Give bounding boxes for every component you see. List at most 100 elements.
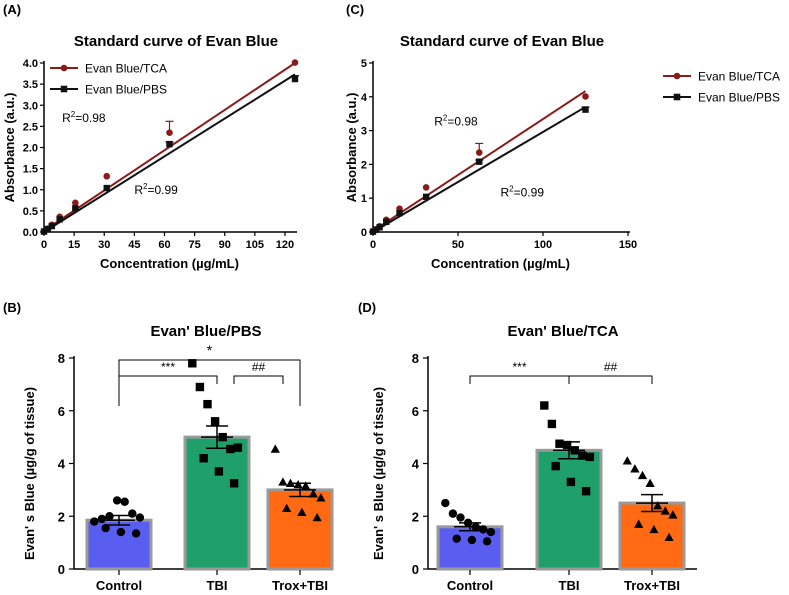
individual-point (441, 498, 450, 508)
x-tick-label: 120 (276, 239, 294, 251)
individual-point (660, 506, 670, 515)
r-squared-annotation: R2=0.99 (134, 182, 178, 197)
category-label: Control (96, 578, 142, 593)
significance-bracket (118, 359, 301, 406)
individual-point (448, 509, 458, 518)
individual-point (630, 464, 640, 473)
x-axis-label: Concentration (µg/mL) (100, 256, 239, 271)
y-tick-label: 2 (361, 159, 367, 171)
chart-title: Evan' Blue/PBS (150, 323, 261, 340)
individual-point (668, 510, 678, 519)
bar-panel-d: (D) Evan' Blue/TCA 0 2 4 6 8 Evan' s Blue (µg/g… (358, 300, 697, 593)
chart-title: Standard curve of Evan Blue (74, 33, 278, 50)
significance-label: *** (161, 360, 175, 374)
significance-bracket (233, 375, 284, 384)
chart-title: Evan' Blue/TCA (507, 323, 618, 340)
category-label: Trox+TBI (624, 578, 680, 593)
panel-label: (A) (3, 2, 21, 17)
legend-marker (60, 85, 68, 93)
y-axis-label: Evan' s Blue (µg/g of tissue) (22, 387, 37, 560)
individual-point (112, 496, 122, 505)
data-point (44, 225, 52, 233)
x-tick-label: 15 (68, 239, 80, 251)
y-tick-label: 4 (58, 457, 66, 472)
legend-marker (60, 64, 68, 72)
y-tick-label: 2.0 (23, 143, 38, 155)
x-tick-label: 75 (188, 239, 200, 251)
y-tick-label: 0.0 (23, 227, 38, 239)
significance-label: *** (512, 360, 526, 374)
x-tick-label: 150 (619, 239, 637, 251)
y-tick-label: 6 (58, 404, 65, 419)
individual-point (90, 517, 99, 526)
y-tick-label: 1.0 (23, 185, 38, 197)
y-tick-label: 0 (58, 562, 65, 577)
individual-point (645, 478, 655, 487)
y-tick-label: 4 (361, 92, 368, 104)
data-point (291, 59, 299, 66)
individual-point (312, 512, 322, 522)
y-tick-label: 5 (361, 58, 367, 70)
y-tick-label: 4.0 (23, 58, 38, 70)
fit-line (43, 73, 296, 233)
individual-point (316, 493, 326, 502)
data-point (369, 228, 377, 235)
bar-trox-tbi (618, 501, 686, 571)
data-point (291, 75, 299, 83)
y-tick-label: 8 (412, 351, 419, 366)
x-tick-label: 105 (246, 239, 264, 251)
y-tick-label: 8 (58, 351, 65, 366)
data-point (582, 93, 589, 100)
individual-point (131, 529, 141, 538)
bar-control (85, 518, 153, 571)
x-tick-label: 0 (41, 239, 47, 251)
data-point (582, 106, 589, 113)
y-tick-label: 4 (412, 457, 420, 472)
individual-point (456, 513, 465, 522)
x-tick-label: 0 (370, 239, 376, 251)
individual-point (308, 489, 318, 498)
significance-bracket (118, 375, 218, 384)
individual-point (128, 509, 137, 518)
individual-point (622, 456, 632, 465)
legend-marker (673, 72, 681, 80)
panel-label: (C) (346, 2, 364, 17)
r-squared-annotation: R2=0.98 (434, 114, 478, 129)
x-tick-label: 100 (534, 239, 552, 251)
individual-point (116, 527, 126, 537)
x-tick-label: 50 (452, 239, 464, 251)
y-axis-label: Absorbance (a.u.) (2, 93, 17, 203)
y-tick-label: 2 (412, 509, 419, 524)
individual-point (214, 467, 224, 476)
individual-point (301, 481, 311, 490)
series-pbs (369, 106, 590, 235)
y-tick-label: 2 (58, 509, 65, 524)
individual-point (467, 535, 477, 545)
y-axis-label: Absorbance (a.u.) (344, 93, 359, 203)
category-label: TBI (559, 578, 580, 593)
individual-point (581, 486, 591, 496)
individual-point (555, 439, 564, 448)
individual-point (282, 503, 292, 513)
individual-point (540, 401, 549, 410)
y-tick-label: 3 (361, 126, 367, 138)
individual-point (270, 444, 280, 453)
bar-tbi (183, 435, 251, 571)
legend-marker (673, 93, 681, 101)
data-point (475, 149, 483, 156)
category-label: TBI (207, 578, 228, 593)
y-tick-label: 1 (361, 193, 367, 205)
individual-point (203, 399, 212, 409)
individual-point (105, 512, 114, 521)
individual-point (233, 443, 243, 452)
legend-label: Evan Blue/PBS (698, 91, 780, 105)
data-point (476, 158, 483, 165)
legend-label: Evan Blue/TCA (698, 70, 780, 84)
individual-point (278, 477, 288, 486)
chart-title: Standard curve of Evan Blue (400, 33, 604, 50)
individual-point (551, 461, 560, 471)
individual-point (188, 359, 197, 368)
r-squared-annotation: R2=0.98 (62, 110, 106, 125)
data-point (103, 172, 111, 180)
r-squared-annotation: R2=0.99 (501, 185, 545, 200)
